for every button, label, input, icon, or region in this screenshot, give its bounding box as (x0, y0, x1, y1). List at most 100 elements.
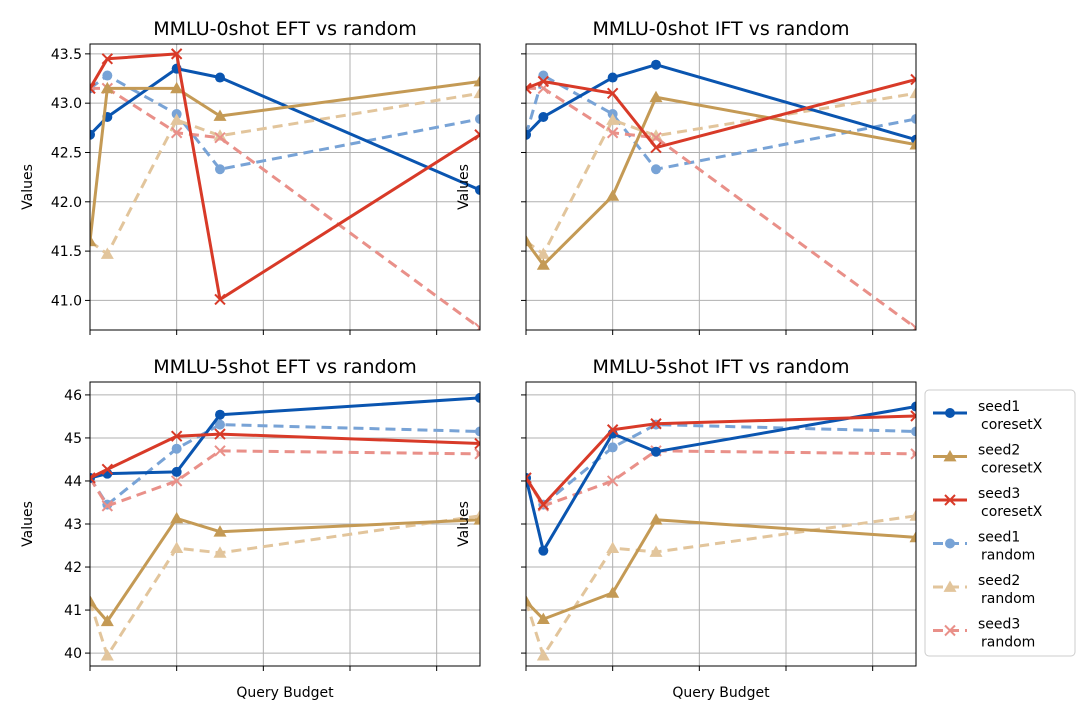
data-point-seed2-coresetx (170, 511, 184, 524)
data-point-seed1-coresetx (607, 72, 618, 83)
data-point-seed3-random (474, 448, 480, 460)
data-point-seed3-coresetx (650, 418, 662, 430)
x-axis-label: Query Budget (236, 685, 334, 701)
data-point-seed2-random (536, 247, 550, 259)
series-line-seed3-random (90, 449, 480, 508)
legend-label-method: random (981, 548, 1035, 564)
legend-label-seed: seed3 (978, 617, 1020, 633)
series-group (526, 401, 916, 661)
legend-label-method: random (981, 591, 1035, 607)
y-axis-label: Values (20, 501, 36, 547)
axes-frame (525, 381, 917, 667)
series-line-seed2-coresetx (526, 518, 916, 621)
legend-marker-triangle (943, 450, 957, 462)
data-point-seed3-coresetx (537, 75, 550, 88)
axes-frame (89, 43, 481, 331)
legend-entry: seed2 random (933, 573, 1035, 607)
y-tick-label: 41 (64, 603, 82, 619)
chart-panel-3: 40 41 42 43 44 45 46 MMLU-5shot EFT vs random Va… (20, 356, 481, 701)
series-line-seed1-random (526, 74, 916, 171)
data-point-seed2-coresetx (90, 234, 97, 247)
legend-entry: seed1 random (933, 530, 1035, 564)
data-point-seed2-coresetx (100, 614, 114, 627)
data-point-seed2-coresetx (526, 594, 533, 607)
data-point-seed2-coresetx (90, 594, 97, 607)
data-point-seed2-random (100, 649, 114, 661)
y-tick-label: 45 (64, 431, 82, 447)
data-point-seed2-coresetx (526, 234, 533, 247)
data-point-seed2-random (649, 545, 663, 557)
data-point-seed1-coresetx (651, 59, 661, 70)
data-point-seed2-random (606, 113, 620, 125)
series-group (90, 392, 480, 661)
data-point-seed2-coresetx (649, 90, 663, 103)
y-tick-label: 43 (64, 517, 82, 533)
data-point-seed3-coresetx (910, 410, 916, 422)
legend-entry: seed3 random (933, 617, 1035, 651)
y-tick-label: 42.0 (51, 195, 82, 211)
data-point-seed2-coresetx (473, 513, 480, 525)
data-point-seed1-coresetx (538, 545, 549, 556)
series-line-seed1-random (526, 423, 916, 507)
data-point-seed3-coresetx (214, 428, 226, 440)
data-point-seed3-coresetx (526, 82, 532, 95)
series-group (526, 59, 916, 330)
legend-marker-circle (945, 538, 955, 549)
data-point-seed3-coresetx (606, 424, 619, 436)
legend-label-method: coresetX (981, 417, 1043, 433)
data-point-seed1-coresetx (475, 392, 480, 403)
data-point-seed2-random (536, 649, 550, 661)
data-point-seed3-random (170, 127, 183, 139)
data-point-seed3-random (214, 131, 226, 144)
data-point-seed3-coresetx (214, 293, 226, 306)
chart-title: MMLU-0shot IFT vs random (592, 18, 849, 40)
data-point-seed3-coresetx (101, 463, 114, 476)
data-point-seed1-coresetx (215, 72, 225, 83)
y-axis-label: Values (456, 501, 472, 547)
legend-label-seed: seed1 (978, 530, 1020, 546)
chart-title: MMLU-5shot IFT vs random (592, 356, 849, 378)
data-point-seed3-coresetx (910, 73, 916, 86)
y-tick-label: 43.5 (51, 47, 82, 63)
data-point-seed2-coresetx (536, 612, 550, 624)
series-line-seed3-random (90, 86, 480, 330)
series-line-seed2-random (526, 514, 916, 658)
data-point-seed1-coresetx (526, 129, 531, 140)
legend-marker-triangle (943, 580, 957, 592)
data-point-seed3-coresetx (474, 437, 480, 450)
data-point-seed1-coresetx (215, 409, 225, 420)
data-point-seed3-coresetx (537, 498, 550, 511)
legend-marker-circle (945, 408, 955, 418)
data-point-seed2-coresetx (606, 189, 620, 201)
data-point-seed2-coresetx (649, 513, 663, 525)
legend-label-method: coresetX (981, 504, 1043, 520)
data-point-seed3-coresetx (474, 129, 480, 141)
data-point-seed2-random (213, 129, 227, 141)
y-axis-label: Values (20, 164, 36, 210)
data-point-seed1-random (215, 164, 225, 175)
data-point-seed3-random (606, 475, 619, 487)
legend-label-method: coresetX (981, 461, 1043, 477)
legend-label-seed: seed1 (978, 399, 1020, 415)
data-point-seed2-coresetx (909, 530, 916, 543)
y-tick-label: 46 (64, 388, 82, 404)
data-point-seed3-coresetx (101, 53, 114, 65)
data-point-seed2-coresetx (473, 74, 480, 87)
data-point-seed1-coresetx (651, 446, 661, 457)
data-point-seed3-coresetx (606, 87, 619, 100)
data-point-seed1-random (102, 70, 113, 81)
y-axis-label: Values (456, 164, 472, 210)
chart-title: MMLU-5shot EFT vs random (153, 356, 416, 378)
chart-title: MMLU-0shot EFT vs random (153, 18, 416, 40)
y-tick-label: 43.0 (51, 96, 82, 112)
data-point-seed3-coresetx (90, 472, 96, 484)
data-point-seed1-coresetx (911, 401, 916, 412)
x-axis-label: Query Budget (672, 685, 770, 701)
y-tick-label: 42.5 (51, 145, 82, 161)
data-point-seed2-coresetx (170, 81, 184, 94)
data-point-seed3-coresetx (170, 430, 183, 442)
y-tick-label: 42 (64, 560, 82, 576)
y-tick-label: 41.5 (51, 244, 82, 260)
data-point-seed2-coresetx (909, 138, 916, 150)
y-tick-label: 44 (64, 474, 82, 490)
